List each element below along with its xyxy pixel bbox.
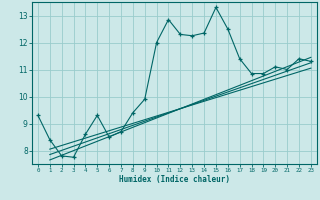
X-axis label: Humidex (Indice chaleur): Humidex (Indice chaleur) xyxy=(119,175,230,184)
